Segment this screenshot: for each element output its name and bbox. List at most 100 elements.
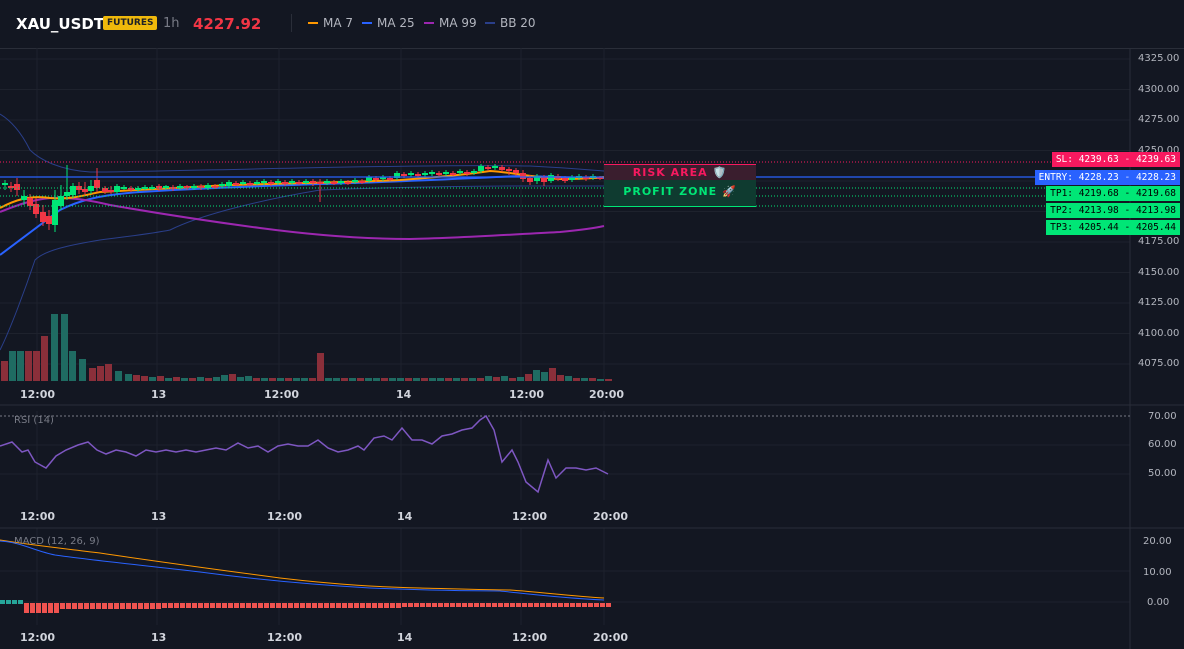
macd-histogram-bar — [546, 603, 551, 607]
macd-histogram-bar — [600, 603, 605, 607]
bollinger-bands — [0, 113, 605, 351]
volume-bar — [97, 366, 104, 381]
macd-histogram-bar — [336, 603, 341, 608]
macd-histogram-bar — [594, 603, 599, 607]
legend-ma99[interactable]: MA 99 — [424, 16, 477, 30]
candle-body — [94, 180, 100, 188]
futures-badge: FUTURES — [103, 16, 158, 30]
legend-ma25[interactable]: MA 25 — [362, 16, 415, 30]
candle-body — [478, 166, 484, 171]
tp3-tag-value: 4205.44 — [1135, 222, 1176, 233]
volume-bar — [165, 378, 172, 381]
candle-body — [52, 200, 58, 225]
macd-histogram-bar — [444, 603, 449, 607]
time-label: 12:00 — [512, 510, 548, 523]
tp2-tag: TP2: 4213.98 - 4213.98 — [1046, 203, 1180, 218]
candle-body — [27, 198, 33, 206]
time-label: 13 — [151, 388, 167, 401]
volume-bar — [17, 351, 24, 381]
timeframe-selector[interactable]: 1h — [163, 16, 180, 31]
volume-bar — [197, 377, 204, 381]
macd-histogram-bar — [294, 603, 299, 608]
volume-bar — [541, 372, 548, 381]
tp3-tag: TP3: 4205.44 - 4205.44 — [1046, 220, 1180, 235]
volume-bar — [557, 375, 564, 381]
macd-histogram-bar — [318, 603, 323, 608]
time-label: 20:00 — [589, 388, 625, 401]
macd-histogram-bar — [54, 603, 59, 613]
candle-body — [345, 182, 351, 184]
macd-histogram-bar — [126, 603, 131, 609]
symbol-name[interactable]: XAU_USDT — [16, 15, 105, 33]
time-label: 12:00 — [512, 631, 548, 644]
macd-line — [0, 540, 605, 601]
legend-bb20[interactable]: BB 20 — [485, 16, 536, 30]
legend-ma99-label: MA 99 — [439, 16, 477, 30]
candle-body — [2, 183, 8, 185]
macd-histogram-bar — [246, 603, 251, 608]
candle-body — [443, 172, 449, 174]
chart-header: XAU_USDT FUTURES 1h 4227.92 MA 7 MA 25 M… — [0, 0, 1184, 49]
macd-histogram-bar — [96, 603, 101, 609]
macd-label: MACD (12, 26, 9) — [14, 536, 100, 547]
candle-body — [247, 183, 253, 185]
macd-histogram-bar — [528, 603, 533, 607]
volume-bar — [413, 378, 420, 381]
volume-bar — [373, 378, 380, 381]
candle-body — [450, 173, 456, 175]
volume-bar — [269, 378, 276, 381]
candle-body — [212, 186, 218, 188]
volume-bar — [105, 364, 112, 381]
volume-bar — [501, 376, 508, 381]
macd-histogram-bar — [360, 603, 365, 608]
candle-body — [46, 216, 52, 224]
price-tick: 4100.00 — [1138, 327, 1180, 339]
volume-bar — [181, 378, 188, 381]
time-label: 12:00 — [20, 631, 56, 644]
macd-signal-line — [0, 539, 605, 599]
volume-bar — [381, 378, 388, 381]
time-label: 14 — [396, 388, 412, 401]
volume-bar — [429, 378, 436, 381]
macd-tick: 0.00 — [1147, 597, 1170, 608]
macd-histogram-bar — [408, 603, 413, 607]
macd-histogram-bar — [504, 603, 509, 607]
macd-histogram-bar — [204, 603, 209, 608]
tp3-tag-label: TP3: 4205.44 — [1050, 222, 1119, 233]
candle-body — [562, 178, 568, 181]
entry-tag: ENTRY: 4228.23 - 4228.23 — [1034, 170, 1180, 185]
volume-bar — [357, 378, 364, 381]
rsi-tick: 60.00 — [1148, 439, 1177, 450]
time-label: 13 — [151, 631, 167, 644]
macd-histogram-bar — [378, 603, 383, 608]
candle-body — [408, 173, 414, 175]
volume-bar — [9, 351, 16, 381]
macd-histogram-bar — [438, 603, 443, 607]
chart-grid — [0, 48, 1184, 649]
volume-bar — [341, 378, 348, 381]
macd-histogram-bar — [36, 603, 41, 613]
volume-bar — [493, 377, 500, 381]
candle-body — [485, 167, 491, 169]
macd-histogram-bar — [540, 603, 545, 607]
macd-histogram-bar — [564, 603, 569, 607]
risk-area-zone: RISK AREA 🛡️ — [604, 164, 756, 181]
volume-bar — [173, 377, 180, 381]
candle-body — [82, 189, 88, 192]
volume-bar — [41, 336, 48, 381]
macd-histogram-bar — [24, 603, 29, 613]
price-tick: 4150.00 — [1138, 266, 1180, 278]
macd-histogram-bar — [570, 603, 575, 607]
macd-histogram-bar — [270, 603, 275, 608]
rsi-line — [0, 414, 609, 494]
macd-histogram-bar — [366, 603, 371, 608]
legend-ma7[interactable]: MA 7 — [308, 16, 353, 30]
bb20-swatch-icon — [485, 21, 495, 24]
tp1-tag-label: TP1: 4219.68 — [1050, 188, 1119, 199]
candle-body — [303, 181, 309, 183]
macd-histogram-bar — [240, 603, 245, 608]
volume-bar — [25, 351, 32, 381]
volume-bar — [317, 353, 324, 381]
macd-histogram-bar — [384, 603, 389, 608]
